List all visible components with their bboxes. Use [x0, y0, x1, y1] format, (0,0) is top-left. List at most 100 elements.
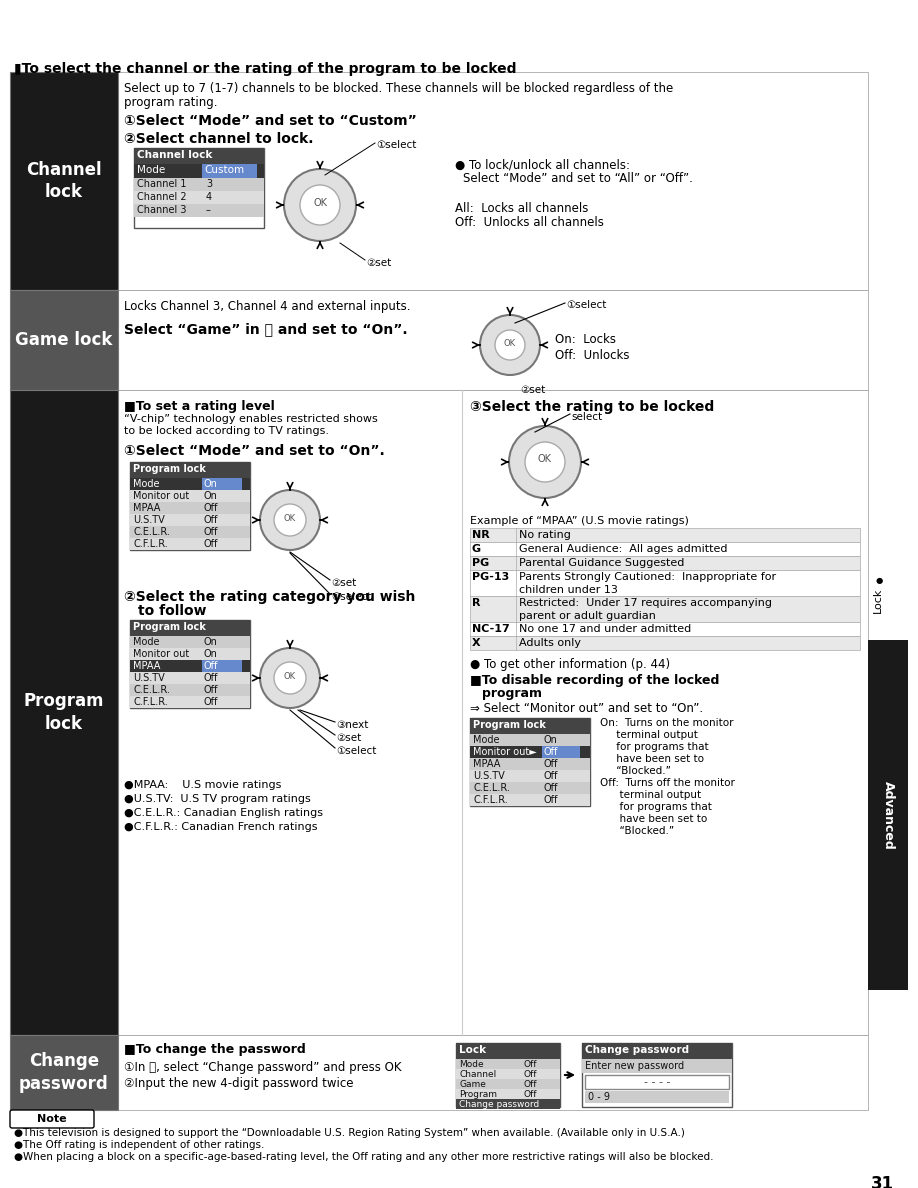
- Bar: [470, 636, 860, 650]
- Text: select: select: [571, 412, 602, 422]
- Text: ■To set a rating level: ■To set a rating level: [124, 400, 274, 413]
- Text: Change password: Change password: [585, 1045, 689, 1055]
- Text: ②set: ②set: [336, 733, 362, 742]
- Circle shape: [300, 185, 340, 225]
- Text: OK: OK: [538, 454, 552, 465]
- Text: for programs that: for programs that: [600, 742, 709, 752]
- Text: Channel lock: Channel lock: [137, 150, 212, 160]
- Text: ● To get other information (p. 44): ● To get other information (p. 44): [470, 658, 670, 671]
- Text: ●C.F.L.R.: Canadian French ratings: ●C.F.L.R.: Canadian French ratings: [124, 822, 318, 832]
- Bar: [456, 1059, 560, 1069]
- Text: Off: Off: [524, 1070, 538, 1079]
- Text: terminal output: terminal output: [600, 790, 701, 800]
- Text: NR: NR: [472, 530, 489, 541]
- Text: U.S.TV: U.S.TV: [133, 672, 164, 683]
- Text: C.E.L.R.: C.E.L.R.: [473, 783, 509, 794]
- Bar: [130, 489, 250, 503]
- Bar: [202, 661, 242, 672]
- Text: On: On: [204, 491, 218, 501]
- Text: C.E.L.R.: C.E.L.R.: [133, 527, 170, 537]
- Text: 3: 3: [206, 179, 212, 189]
- Text: ●This television is designed to support the “Downloadable U.S. Region Rating Sys: ●This television is designed to support …: [14, 1127, 685, 1138]
- Text: Game lock: Game lock: [16, 331, 113, 349]
- Text: parent or adult guardian: parent or adult guardian: [519, 611, 655, 621]
- Text: Channel 1: Channel 1: [137, 179, 186, 189]
- Text: Restricted:  Under 17 requires accompanying: Restricted: Under 17 requires accompanyi…: [519, 598, 772, 608]
- Bar: [118, 1035, 868, 1110]
- Bar: [470, 782, 590, 794]
- Text: ②set: ②set: [520, 385, 545, 394]
- Text: C.E.L.R.: C.E.L.R.: [133, 685, 170, 695]
- Text: –: –: [206, 206, 211, 215]
- Text: “Blocked.”: “Blocked.”: [600, 826, 674, 836]
- Text: On: On: [204, 479, 218, 489]
- Text: ●: ●: [876, 576, 883, 584]
- Text: OK: OK: [504, 339, 516, 348]
- Text: On: On: [204, 637, 218, 647]
- Bar: [134, 178, 264, 191]
- Bar: [130, 672, 250, 684]
- Bar: [868, 640, 908, 990]
- Bar: [130, 462, 250, 550]
- Text: Off: Off: [204, 672, 218, 683]
- Bar: [134, 148, 264, 228]
- Text: ■To disable recording of the locked: ■To disable recording of the locked: [470, 674, 720, 687]
- Text: terminal output: terminal output: [600, 729, 698, 740]
- Text: ①select: ①select: [376, 140, 417, 150]
- Text: U.S.TV: U.S.TV: [133, 516, 164, 525]
- Text: Adults only: Adults only: [519, 638, 581, 647]
- Text: Off:  Turns off the monitor: Off: Turns off the monitor: [600, 778, 735, 788]
- Text: Program lock: Program lock: [133, 465, 206, 474]
- Bar: [134, 204, 264, 217]
- Text: ③next: ③next: [336, 720, 368, 729]
- Text: On:  Turns on the monitor: On: Turns on the monitor: [600, 718, 733, 728]
- Bar: [456, 1043, 560, 1107]
- Bar: [470, 718, 590, 805]
- Text: Channel
lock: Channel lock: [27, 160, 102, 201]
- Text: - - - -: - - - -: [644, 1078, 670, 1087]
- Text: ● To lock/unlock all channels:: ● To lock/unlock all channels:: [455, 158, 630, 171]
- Text: Enter new password: Enter new password: [585, 1061, 684, 1072]
- Text: for programs that: for programs that: [600, 802, 711, 813]
- Text: ②set: ②set: [331, 579, 356, 588]
- Text: Off: Off: [544, 759, 558, 769]
- Text: Off: Off: [204, 697, 218, 707]
- Bar: [130, 636, 250, 647]
- Text: R: R: [472, 598, 480, 608]
- Bar: [134, 148, 264, 164]
- Bar: [470, 623, 860, 636]
- Text: ●The Off rating is independent of other ratings.: ●The Off rating is independent of other …: [14, 1140, 264, 1150]
- Text: Off: Off: [204, 527, 218, 537]
- Bar: [470, 570, 860, 596]
- Circle shape: [525, 442, 565, 482]
- Text: to follow: to follow: [138, 604, 207, 618]
- Bar: [10, 1035, 118, 1110]
- Text: Game: Game: [459, 1080, 486, 1089]
- Bar: [582, 1059, 732, 1073]
- Text: OK: OK: [284, 514, 297, 523]
- Text: Off: Off: [544, 771, 558, 781]
- Bar: [130, 462, 250, 478]
- Bar: [470, 758, 590, 770]
- Text: NC-17: NC-17: [472, 624, 509, 634]
- Circle shape: [284, 169, 356, 241]
- Bar: [456, 1069, 560, 1079]
- Text: Channel: Channel: [459, 1070, 497, 1079]
- Text: Custom: Custom: [204, 165, 244, 175]
- Text: PG: PG: [472, 558, 489, 568]
- Text: Select “Mode” and set to “All” or “Off”.: Select “Mode” and set to “All” or “Off”.: [463, 172, 693, 185]
- Text: ●C.E.L.R.: Canadian English ratings: ●C.E.L.R.: Canadian English ratings: [124, 808, 323, 819]
- Text: ②Select the rating category you wish: ②Select the rating category you wish: [124, 590, 415, 604]
- Text: Change
password: Change password: [19, 1053, 109, 1093]
- Text: On: On: [544, 735, 558, 745]
- Text: ①Select “Mode” and set to “On”.: ①Select “Mode” and set to “On”.: [124, 444, 385, 459]
- Text: Parents Strongly Cautioned:  Inappropriate for: Parents Strongly Cautioned: Inappropriat…: [519, 571, 776, 582]
- Circle shape: [260, 647, 320, 708]
- Text: All:  Locks all channels: All: Locks all channels: [455, 202, 588, 215]
- Bar: [130, 620, 250, 708]
- Text: OK: OK: [284, 672, 297, 681]
- Bar: [456, 1089, 560, 1099]
- Text: 31: 31: [870, 1175, 893, 1188]
- Text: OK: OK: [313, 198, 327, 208]
- Bar: [542, 746, 580, 758]
